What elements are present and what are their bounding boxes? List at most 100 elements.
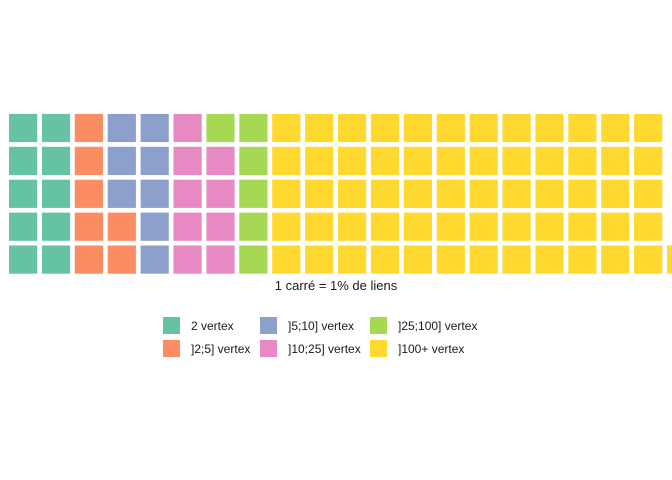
legend-swatch xyxy=(163,317,180,334)
legend-swatch xyxy=(260,317,277,334)
waffle-square xyxy=(173,212,202,241)
waffle-square xyxy=(601,245,630,274)
waffle-square xyxy=(206,212,235,241)
waffle-square xyxy=(568,146,597,175)
waffle-square xyxy=(469,212,498,241)
waffle-square xyxy=(305,146,334,175)
waffle-square xyxy=(338,113,367,143)
waffle-square xyxy=(535,245,564,274)
waffle-square xyxy=(436,146,465,175)
waffle-square xyxy=(469,113,498,143)
waffle-square xyxy=(173,146,202,175)
waffle-square xyxy=(338,179,367,208)
waffle-square xyxy=(239,212,268,241)
legend-item-2-5-vertex: ]2;5] vertex xyxy=(163,340,260,357)
waffle-square xyxy=(107,113,136,143)
legend-item-10-25-vertex: ]10;25] vertex xyxy=(260,340,370,357)
waffle-square xyxy=(41,113,71,143)
waffle-square xyxy=(173,245,202,274)
waffle-square xyxy=(41,179,71,208)
waffle-square xyxy=(403,113,432,143)
chart-caption: 1 carré = 1% de liens xyxy=(274,278,398,293)
waffle-square xyxy=(206,113,235,143)
waffle-square xyxy=(502,179,531,208)
waffle-square xyxy=(206,245,235,274)
waffle-square xyxy=(601,179,630,208)
legend-label: 2 vertex xyxy=(191,318,234,333)
legend-item-25-100-vertex: ]25;100] vertex xyxy=(370,317,490,334)
legend: 2 vertex ]5;10] vertex ]25;100] vertex ]… xyxy=(163,317,490,357)
waffle-square xyxy=(568,245,597,274)
waffle-square xyxy=(403,212,432,241)
waffle-square xyxy=(9,146,38,175)
waffle-square xyxy=(272,113,301,143)
waffle-square xyxy=(535,113,564,143)
legend-label: ]5;10] vertex xyxy=(288,318,355,333)
waffle-square xyxy=(502,245,531,274)
waffle-square xyxy=(74,179,103,208)
legend-label: ]25;100] vertex xyxy=(398,318,478,333)
waffle-square xyxy=(305,212,334,241)
waffle-square xyxy=(140,179,169,208)
waffle-square xyxy=(601,146,630,175)
legend-swatch xyxy=(163,340,180,357)
waffle-square xyxy=(140,245,169,274)
legend-item-5-10-vertex: ]5;10] vertex xyxy=(260,317,370,334)
waffle-square xyxy=(601,212,630,241)
waffle-square xyxy=(469,146,498,175)
waffle-square xyxy=(272,179,301,208)
waffle-square xyxy=(338,245,367,274)
waffle-square xyxy=(436,212,465,241)
legend-swatch xyxy=(370,340,387,357)
waffle-square xyxy=(107,146,136,175)
waffle-square xyxy=(370,245,400,274)
waffle-square xyxy=(305,179,334,208)
waffle-square xyxy=(403,179,432,208)
legend-label: ]2;5] vertex xyxy=(191,341,251,356)
waffle-square xyxy=(535,212,564,241)
waffle-square xyxy=(74,212,103,241)
waffle-square xyxy=(469,245,498,274)
waffle-square xyxy=(436,245,465,274)
waffle-square xyxy=(140,146,169,175)
legend-item-100-plus-vertex: ]100+ vertex xyxy=(370,340,490,357)
waffle-square xyxy=(41,245,71,274)
waffle-square xyxy=(272,212,301,241)
waffle-square xyxy=(370,179,400,208)
waffle-square xyxy=(107,245,136,274)
waffle-square xyxy=(206,179,235,208)
waffle-square xyxy=(634,113,663,143)
waffle-square xyxy=(173,179,202,208)
waffle-square xyxy=(370,113,400,143)
legend-label: ]10;25] vertex xyxy=(288,341,361,356)
waffle-square xyxy=(403,245,432,274)
waffle-square xyxy=(338,212,367,241)
waffle-square xyxy=(370,212,400,241)
waffle-square xyxy=(502,146,531,175)
waffle-square xyxy=(41,212,71,241)
waffle-square xyxy=(568,179,597,208)
waffle-square xyxy=(239,179,268,208)
waffle-square xyxy=(9,179,38,208)
waffle-square xyxy=(634,146,663,175)
waffle-square xyxy=(502,212,531,241)
legend-swatch xyxy=(260,340,277,357)
waffle-square xyxy=(9,245,38,274)
waffle-square xyxy=(436,113,465,143)
waffle-square xyxy=(634,245,663,274)
waffle-square xyxy=(206,146,235,175)
waffle-square xyxy=(272,245,301,274)
waffle-square xyxy=(239,113,268,143)
waffle-square xyxy=(338,146,367,175)
waffle-square xyxy=(239,146,268,175)
waffle-square xyxy=(74,245,103,274)
waffle-square xyxy=(535,179,564,208)
waffle-square xyxy=(107,179,136,208)
legend-label: ]100+ vertex xyxy=(398,341,465,356)
waffle-square xyxy=(667,245,672,274)
waffle-square xyxy=(272,146,301,175)
waffle-square xyxy=(9,113,38,143)
waffle-square xyxy=(140,113,169,143)
legend-item-2-vertex: 2 vertex xyxy=(163,317,260,334)
